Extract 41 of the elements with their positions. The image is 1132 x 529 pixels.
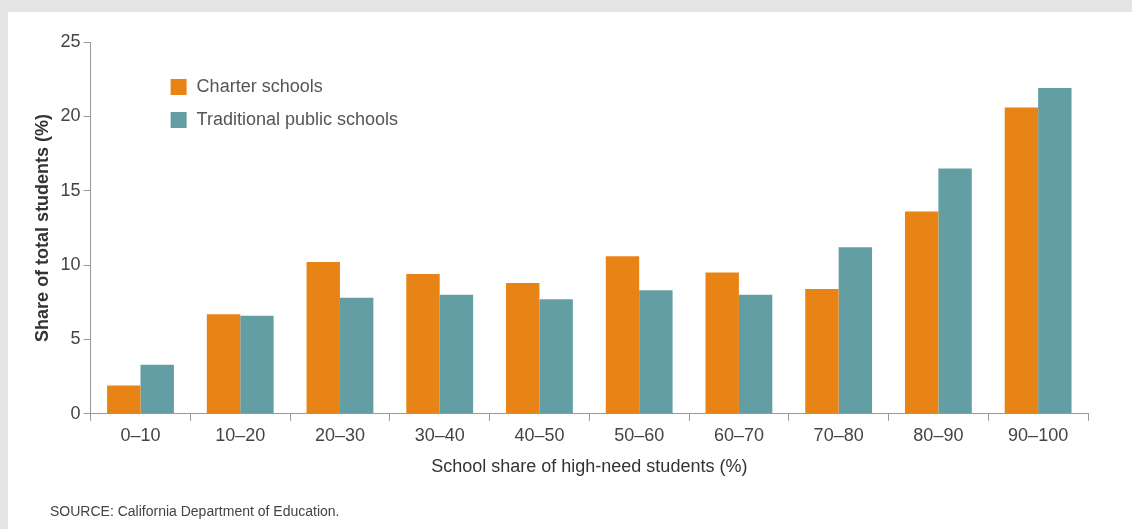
x-tick-label: 40–50 bbox=[514, 424, 565, 445]
x-tick-label: 20–30 bbox=[314, 424, 365, 445]
y-tick-label: 10 bbox=[60, 254, 81, 275]
bar bbox=[539, 299, 573, 414]
bar bbox=[639, 290, 673, 414]
x-tick-label: 30–40 bbox=[414, 424, 465, 445]
bar bbox=[107, 385, 141, 414]
source-note: SOURCE: California Department of Education. bbox=[50, 503, 340, 519]
y-tick-label: 15 bbox=[60, 179, 81, 200]
bar bbox=[140, 364, 174, 414]
x-axis-title: School share of high-need students (%) bbox=[431, 456, 748, 477]
x-tick-label: 60–70 bbox=[713, 424, 764, 445]
bar bbox=[838, 247, 873, 414]
x-tick-label: 50–60 bbox=[614, 424, 665, 445]
bar bbox=[705, 272, 739, 414]
bar bbox=[938, 168, 972, 414]
bar bbox=[904, 211, 939, 414]
y-axis-title: Share of total students (%) bbox=[31, 113, 52, 342]
bar bbox=[240, 315, 274, 414]
bar bbox=[206, 314, 241, 414]
y-tick-label: 5 bbox=[70, 328, 81, 349]
bar bbox=[605, 256, 640, 414]
bar bbox=[738, 294, 773, 414]
bar bbox=[439, 294, 474, 414]
y-tick-label: 0 bbox=[70, 402, 81, 423]
bar bbox=[1038, 88, 1072, 414]
x-tick-label: 70–80 bbox=[813, 424, 864, 445]
y-tick-label: 20 bbox=[60, 105, 81, 126]
x-tick-label: 10–20 bbox=[215, 424, 266, 445]
x-tick-label: 80–90 bbox=[913, 424, 964, 445]
y-tick-label: 25 bbox=[60, 30, 81, 51]
bar bbox=[339, 297, 374, 414]
legend-label: Charter schools bbox=[196, 75, 323, 96]
x-tick-label: 0–10 bbox=[120, 424, 161, 445]
bar bbox=[306, 262, 340, 414]
bar bbox=[406, 274, 440, 414]
x-tick-label: 90–100 bbox=[1008, 424, 1069, 445]
bar bbox=[506, 282, 540, 414]
bar bbox=[805, 288, 839, 414]
legend-label: Traditional public schools bbox=[196, 108, 399, 129]
bar bbox=[1004, 107, 1039, 414]
